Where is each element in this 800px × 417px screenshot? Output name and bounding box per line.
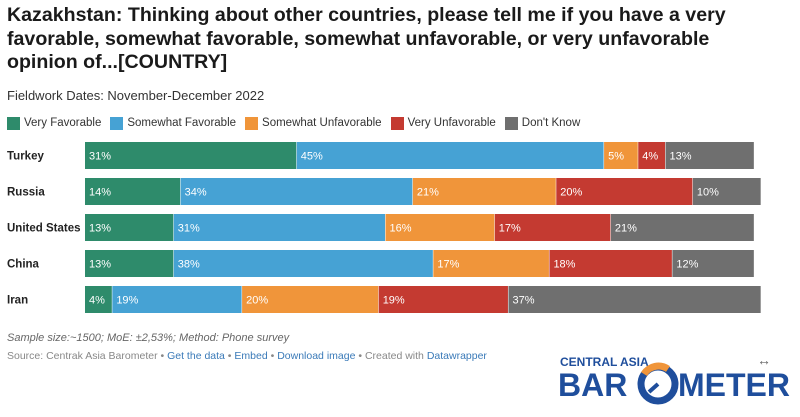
bar-segment bbox=[549, 250, 672, 277]
gauge-icon bbox=[637, 362, 679, 405]
logo-right-text: METER bbox=[678, 367, 790, 403]
barometer-logo: CENTRAL ASIA BAR METER bbox=[558, 355, 790, 405]
legend-item: Very Unfavorable bbox=[390, 116, 496, 130]
data-label: 18% bbox=[553, 259, 575, 271]
bar-segment bbox=[85, 214, 174, 241]
data-label: 13% bbox=[89, 259, 111, 271]
legend-swatch bbox=[245, 116, 259, 130]
methodology-note: Sample size:~1500; MoE: ±2,53%; Method: … bbox=[7, 332, 290, 344]
datawrapper-link[interactable]: Datawrapper bbox=[426, 350, 487, 362]
data-label: 20% bbox=[560, 187, 582, 199]
bar-segment bbox=[378, 286, 508, 313]
data-label: 45% bbox=[301, 151, 323, 163]
embed-link[interactable]: Embed bbox=[234, 350, 268, 362]
data-label: 16% bbox=[390, 223, 412, 235]
data-label: 21% bbox=[417, 187, 439, 199]
data-label: 13% bbox=[670, 151, 692, 163]
legend-label: Somewhat Favorable bbox=[127, 117, 237, 129]
data-label: 17% bbox=[499, 223, 521, 235]
category-label: Turkey bbox=[7, 151, 44, 163]
data-label: 4% bbox=[642, 151, 658, 163]
legend-label: Don't Know bbox=[521, 117, 581, 129]
bar-segment bbox=[556, 178, 693, 205]
logo-top-text: CENTRAL ASIA bbox=[560, 355, 649, 369]
data-label: 17% bbox=[437, 259, 459, 271]
bar-segment bbox=[296, 142, 604, 169]
logo-left-text: BAR bbox=[558, 367, 627, 403]
legend-swatch bbox=[504, 116, 518, 130]
legend-item: Somewhat Unfavorable bbox=[245, 116, 382, 130]
separator: • bbox=[157, 350, 168, 362]
data-label: 20% bbox=[246, 295, 268, 307]
separator: • bbox=[224, 350, 235, 362]
bar-segment bbox=[173, 250, 433, 277]
bar-segment bbox=[242, 286, 379, 313]
chart-title: Kazakhstan: Thinking about other countri… bbox=[7, 4, 726, 73]
category-label: Russia bbox=[7, 187, 45, 199]
legend-item: Don't Know bbox=[504, 116, 581, 130]
bar-segment bbox=[665, 142, 754, 169]
legend-swatch bbox=[390, 116, 404, 130]
bar-segment bbox=[412, 178, 556, 205]
bar-segment bbox=[672, 250, 754, 277]
legend-swatch bbox=[7, 116, 20, 130]
bar-segment bbox=[85, 286, 112, 313]
bar-segment bbox=[433, 250, 549, 277]
data-label: 31% bbox=[89, 151, 111, 163]
stacked-bar-chart: Turkey 31% 45% 5% 4% 13% Russia 14% 34% 21% 20% 10%… bbox=[7, 142, 761, 313]
bar-segment bbox=[173, 214, 386, 241]
chart-subtitle: Fieldwork Dates: November-December 2022 bbox=[7, 88, 265, 103]
data-label: 37% bbox=[512, 295, 534, 307]
source-text: Source: Centrak Asia Barometer bbox=[7, 350, 158, 362]
data-label: 31% bbox=[178, 223, 200, 235]
get-data-link[interactable]: Get the data bbox=[167, 350, 225, 362]
bar-segment bbox=[180, 178, 413, 205]
bar-segment bbox=[494, 214, 611, 241]
bar-segment bbox=[604, 142, 638, 169]
data-label: 12% bbox=[676, 259, 698, 271]
legend-item: Somewhat Favorable bbox=[110, 116, 237, 130]
bar-segment bbox=[508, 286, 761, 313]
legend-label: Very Favorable bbox=[24, 117, 102, 129]
legend-label: Somewhat Unfavorable bbox=[262, 117, 382, 129]
source-line: Source: Centrak Asia Barometer • Get the… bbox=[7, 350, 487, 362]
data-label: 19% bbox=[116, 295, 138, 307]
data-label: 14% bbox=[89, 187, 111, 199]
legend-swatch bbox=[110, 116, 124, 130]
data-label: 10% bbox=[697, 187, 719, 199]
bar-segment bbox=[85, 178, 181, 205]
data-label: 13% bbox=[89, 223, 111, 235]
bar-segment bbox=[385, 214, 495, 241]
download-image-link[interactable]: Download image bbox=[277, 350, 356, 362]
data-label: 38% bbox=[178, 259, 200, 271]
bar-segment bbox=[692, 178, 761, 205]
bar-segment bbox=[85, 142, 297, 169]
expand-icon[interactable]: ↔ bbox=[757, 352, 771, 368]
legend-label: Very Unfavorable bbox=[407, 117, 496, 129]
data-label: 19% bbox=[383, 295, 405, 307]
bar-segment bbox=[610, 214, 754, 241]
data-label: 4% bbox=[89, 295, 105, 307]
bar-segment bbox=[85, 250, 174, 277]
data-label: 21% bbox=[615, 223, 637, 235]
category-label: United States bbox=[7, 223, 81, 235]
legend: Very Favorable Somewhat Favorable Somewhat… bbox=[7, 115, 589, 131]
created-with-text: Created with bbox=[364, 350, 424, 362]
bar-segment bbox=[112, 286, 242, 313]
data-label: 5% bbox=[608, 151, 624, 163]
bar-segment bbox=[638, 142, 666, 169]
category-label: China bbox=[7, 259, 40, 271]
separator: • bbox=[267, 350, 278, 362]
legend-item: Very Favorable bbox=[7, 116, 102, 130]
separator: • bbox=[355, 350, 365, 362]
data-label: 34% bbox=[185, 187, 207, 199]
category-label: Iran bbox=[7, 295, 28, 307]
